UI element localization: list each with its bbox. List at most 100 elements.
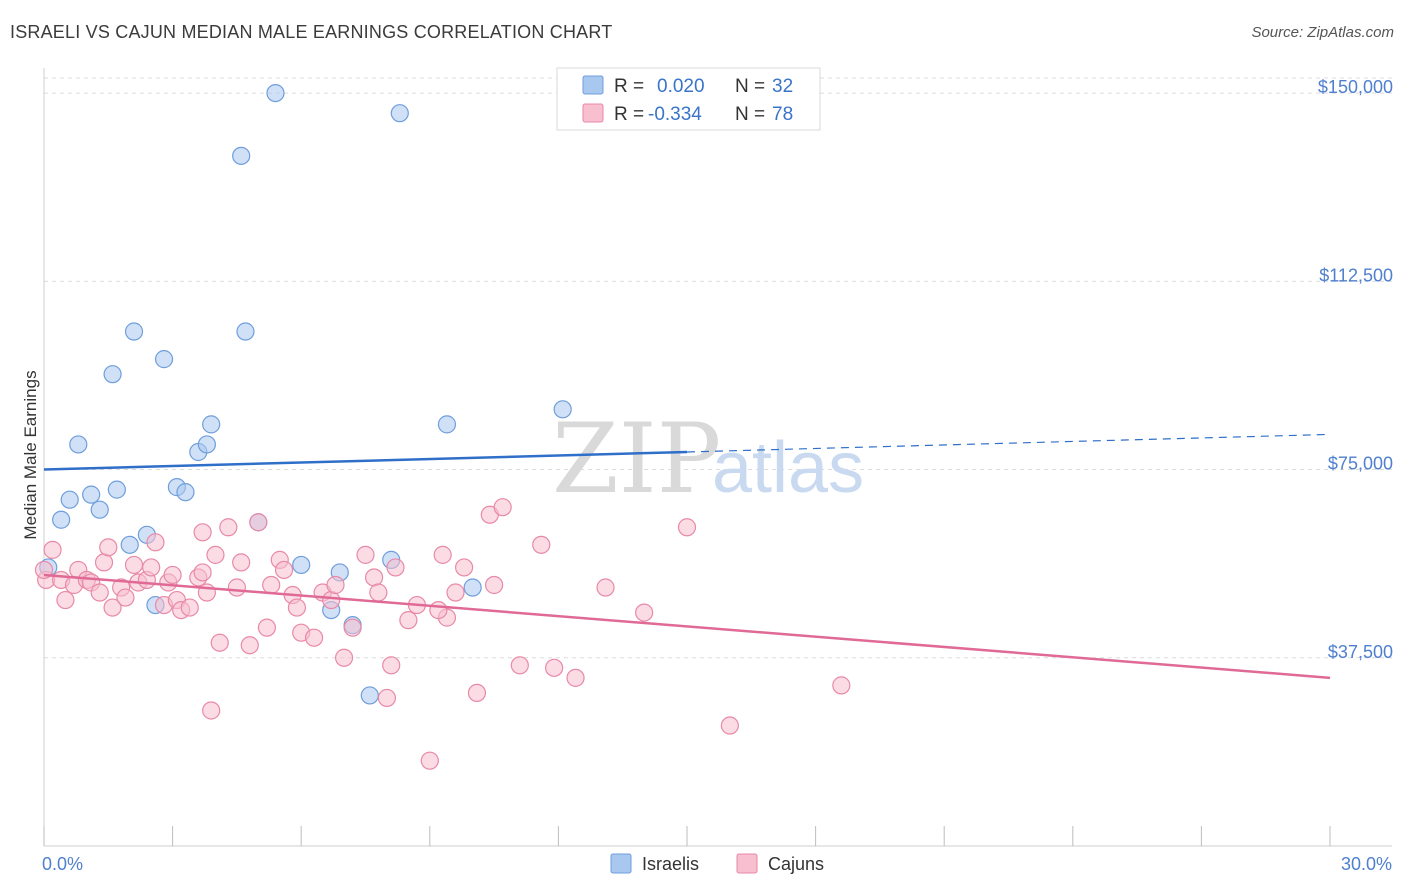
israeli-point-16 <box>197 435 216 454</box>
cajun-point-61 <box>446 583 465 602</box>
cajun-point-74 <box>720 716 739 735</box>
israeli-point-6 <box>103 365 122 384</box>
source-label: Source: ZipAtlas.com <box>1251 24 1394 41</box>
cajun-point-56 <box>399 611 418 630</box>
cajun-point-26 <box>193 563 212 582</box>
bottom-legend-israelis: Israelis <box>642 854 699 874</box>
cajun-point-68 <box>532 535 551 554</box>
israeli-point-19 <box>236 322 255 341</box>
legend-r-value-1: -0.334 <box>648 104 702 125</box>
cajun-point-52 <box>369 583 388 602</box>
israeli-point-8 <box>120 535 139 554</box>
cajun-point-8 <box>90 583 109 602</box>
y-tick-label-0: $37,500 <box>1328 642 1393 662</box>
israeli-point-1 <box>52 510 71 529</box>
cajun-point-67 <box>510 656 529 675</box>
cajun-point-3 <box>56 590 75 610</box>
israeli-point-14 <box>176 483 195 502</box>
cajun-point-55 <box>386 558 405 577</box>
cajun-point-51 <box>364 568 384 587</box>
cajun-point-42 <box>287 598 307 617</box>
cajun-point-44 <box>304 628 324 647</box>
legend-n-label-1: N = <box>735 104 765 125</box>
cajun-point-77 <box>429 600 448 620</box>
israeli-point-22 <box>292 555 311 575</box>
israeli-point-3 <box>69 435 88 454</box>
grid-lines <box>44 77 1392 659</box>
israeli-point-7 <box>107 480 126 499</box>
legend-n-value-0: 32 <box>772 76 793 97</box>
cajun-point-66 <box>493 498 512 517</box>
cajun-point-54 <box>382 656 401 675</box>
israeli-trend-extension <box>686 433 1331 453</box>
cajun-point-40 <box>274 560 294 580</box>
cajun-point-34 <box>232 553 251 572</box>
cajun-point-46 <box>322 590 341 610</box>
israeli-point-29 <box>437 415 457 434</box>
israeli-point-28 <box>390 104 409 123</box>
cajun-point-17 <box>142 558 161 577</box>
x-tick-label-min: 0.0% <box>42 854 83 874</box>
bottom-legend-cajuns: Cajuns <box>768 854 824 874</box>
cajun-point-47 <box>326 575 345 595</box>
cajun-point-49 <box>343 618 362 637</box>
cajun-point-58 <box>420 751 439 770</box>
cajun-point-64 <box>485 575 504 595</box>
israeli-point-9 <box>124 322 144 341</box>
legend-r-label-0: R = <box>614 76 644 97</box>
israeli-point-18 <box>232 146 251 165</box>
cajun-point-31 <box>210 633 229 652</box>
trend-lines <box>43 433 1331 680</box>
y-tick-label-2: $112,500 <box>1319 265 1393 285</box>
cajun-point-63 <box>467 683 487 703</box>
cajun-point-72 <box>635 603 654 622</box>
cajun-point-75 <box>832 676 851 695</box>
israeli-point-30 <box>463 578 482 597</box>
y-tick-labels: $37,500 $75,000 $112,500 $150,000 <box>1318 77 1393 662</box>
legend-box: R = 0.020 N = 32 R = -0.334 N = 78 <box>556 67 821 131</box>
cajun-point-10 <box>99 538 118 557</box>
israeli-trend-line <box>43 450 688 471</box>
cajun-point-24 <box>180 598 199 617</box>
cajun-trend-line <box>43 573 1331 680</box>
cajun-point-35 <box>240 636 259 655</box>
cajun-point-11 <box>103 598 122 617</box>
cajun-point-30 <box>206 545 225 564</box>
watermark-zip: ZIP <box>552 403 721 515</box>
x-tick-label-max: 30.0% <box>1341 854 1392 874</box>
cajun-point-13 <box>116 588 135 607</box>
cajun-point-70 <box>566 668 585 687</box>
y-tick-label-1: $75,000 <box>1328 454 1393 474</box>
bottom-legend: Israelis Cajuns <box>610 853 824 874</box>
cajun-point-32 <box>219 518 238 537</box>
cajun-point-9 <box>94 553 114 572</box>
cajun-point-53 <box>377 688 397 708</box>
cajun-point-59 <box>433 545 452 564</box>
israeli-point-5 <box>90 500 109 519</box>
chart-title: ISRAELI VS CAJUN MEDIAN MALE EARNINGS CO… <box>10 22 613 42</box>
cajun-point-62 <box>454 558 474 577</box>
x-ticks <box>43 826 1331 846</box>
israeli-point-21 <box>266 83 285 103</box>
legend-n-label-0: N = <box>735 76 765 97</box>
watermark-atlas: atlas <box>712 428 864 508</box>
axes <box>43 68 1392 847</box>
y-tick-label-3: $150,000 <box>1318 77 1393 97</box>
israeli-point-26 <box>360 686 379 705</box>
cajun-point-50 <box>356 545 375 564</box>
cajun-point-71 <box>596 578 615 597</box>
cajuns-points <box>34 498 851 770</box>
israeli-point-4 <box>82 485 101 504</box>
legend-swatch-israelis <box>582 75 604 95</box>
cajun-point-27 <box>193 523 212 542</box>
cajun-point-69 <box>545 658 564 677</box>
israeli-point-12 <box>154 350 174 369</box>
cajun-point-18 <box>146 533 165 552</box>
legend-swatch-cajuns <box>582 103 604 123</box>
cajun-point-36 <box>249 513 268 532</box>
cajun-point-38 <box>262 575 281 595</box>
bottom-legend-swatch-israelis <box>610 853 632 874</box>
bottom-legend-swatch-cajuns <box>736 853 758 874</box>
israeli-point-17 <box>202 415 221 434</box>
